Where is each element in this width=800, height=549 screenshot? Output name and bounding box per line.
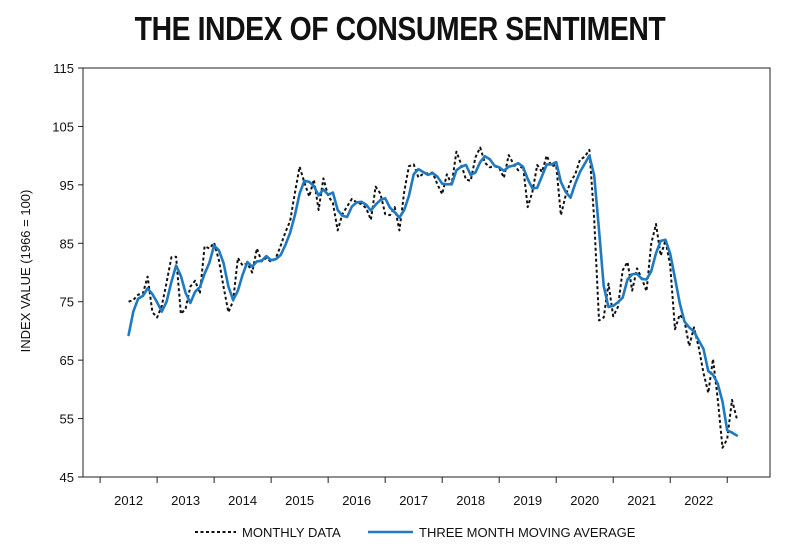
- series-line-moving-average: [127, 154, 739, 437]
- x-tick-label: 2012: [114, 493, 143, 508]
- x-tick-label: 2020: [570, 493, 599, 508]
- x-tick-label: 2014: [228, 493, 257, 508]
- legend-label-monthly: MONTHLY DATA: [242, 525, 341, 540]
- x-tick-label: 2017: [399, 493, 428, 508]
- x-tick-label: 2019: [513, 493, 542, 508]
- y-tick-label: 45: [60, 470, 74, 485]
- y-tick-label: 105: [52, 119, 74, 134]
- x-tick-label: 2013: [171, 493, 200, 508]
- x-tick-label: 2021: [627, 493, 656, 508]
- legend: MONTHLY DATA THREE MONTH MOVING AVERAGE: [195, 525, 636, 540]
- y-tick-label: 75: [60, 295, 74, 310]
- plot-border: [82, 67, 771, 478]
- y-tick-label: 65: [60, 353, 74, 368]
- chart-title: THE INDEX OF CONSUMER SENTIMENT: [134, 10, 666, 47]
- y-axis-title: INDEX VALUE (1966 = 100): [18, 190, 33, 353]
- legend-label-moving-average: THREE MONTH MOVING AVERAGE: [419, 525, 636, 540]
- y-tick-label: 85: [60, 236, 74, 251]
- y-tick-label: 95: [60, 178, 74, 193]
- series-layer: [127, 146, 739, 449]
- x-tick-label: 2016: [342, 493, 371, 508]
- x-tick-label: 2018: [456, 493, 485, 508]
- y-axis: 45 55 65 75 85 95 105 115: [52, 61, 83, 485]
- x-tick-label: 2015: [285, 493, 314, 508]
- y-tick-label: 115: [53, 61, 74, 76]
- plot-area: [82, 67, 771, 478]
- x-tick-label: 2022: [684, 493, 713, 508]
- y-tick-label: 55: [60, 412, 74, 427]
- x-axis: 2012 2013 2014 2015 2016 2017 2018 2019 2020 2021…: [99, 477, 728, 508]
- series-line-monthly: [128, 146, 738, 449]
